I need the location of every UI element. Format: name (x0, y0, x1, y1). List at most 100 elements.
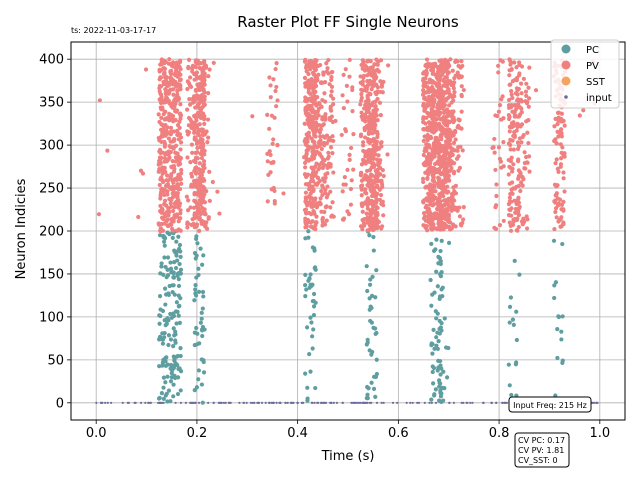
pv-spike (178, 77, 183, 82)
pv-spike (444, 84, 450, 89)
pv-spike (347, 152, 352, 157)
pc-spike (439, 391, 444, 396)
pc-spike (192, 388, 197, 393)
pv-spike (365, 206, 370, 211)
pv-spike (424, 184, 429, 189)
input-spike (100, 401, 103, 404)
pv-spike (105, 148, 110, 153)
pv-spike (455, 125, 460, 130)
input-spike (391, 401, 395, 404)
pv-spike (508, 137, 513, 142)
pv-spike (375, 174, 380, 179)
pv-spike (433, 189, 438, 194)
pv-spike (193, 150, 198, 155)
pv-spike (429, 94, 435, 99)
pv-spike (370, 72, 376, 77)
pv-spike (457, 214, 463, 219)
input-spike (242, 401, 245, 404)
pv-spike (165, 84, 170, 89)
pv-spike (215, 189, 220, 194)
pv-spike (524, 226, 530, 231)
pv-spike (281, 191, 286, 196)
pv-spike (193, 211, 198, 216)
pv-spike (350, 109, 355, 114)
pc-spike (200, 306, 205, 311)
pv-spike (359, 193, 364, 198)
y-tick-label: 200 (39, 225, 64, 240)
pv-spike (272, 198, 277, 204)
pv-spike (364, 107, 369, 113)
pv-spike (527, 169, 532, 174)
input-spike (191, 401, 194, 404)
input-spike (224, 401, 227, 404)
pv-spike (349, 178, 354, 183)
pv-spike (178, 211, 183, 216)
pv-spike (369, 198, 374, 204)
input-spike (471, 401, 474, 404)
pc-spike (438, 248, 443, 254)
pv-spike (165, 192, 170, 197)
pc-spike (313, 300, 318, 305)
pc-spike (176, 246, 182, 251)
pv-spike (507, 124, 513, 129)
pv-spike (364, 191, 369, 196)
pv-spike (421, 89, 426, 94)
pc-spike (434, 335, 439, 340)
pv-spike (524, 160, 530, 165)
pc-spike (560, 241, 565, 247)
input-spike (505, 401, 508, 404)
pc-spike (171, 394, 176, 399)
pc-spike (192, 251, 198, 256)
pv-spike (310, 99, 315, 104)
pv-spike (434, 117, 439, 122)
pc-spike (200, 262, 205, 267)
pv-spike (451, 140, 457, 145)
pc-spike (176, 234, 181, 239)
pv-spike (460, 63, 465, 69)
input-spike (228, 401, 231, 404)
pc-spike (310, 346, 315, 351)
pv-spike (509, 187, 514, 192)
pv-spike (306, 106, 312, 112)
pv-spike (310, 107, 315, 112)
pv-spike (268, 83, 273, 88)
pv-spike (328, 93, 334, 98)
pv-spike (490, 145, 495, 151)
pv-spike (561, 170, 566, 175)
pv-spike (168, 61, 173, 66)
pv-spike (311, 208, 316, 214)
pv-spike (325, 66, 330, 71)
pv-spike (194, 184, 199, 190)
pv-spike (378, 192, 384, 198)
pv-spike (156, 221, 161, 226)
pc-spike (439, 366, 444, 371)
pv-spike (345, 167, 350, 172)
pv-spike (455, 59, 460, 64)
pv-spike (461, 87, 466, 93)
pv-spike (453, 191, 459, 196)
pv-spike (188, 160, 193, 165)
pv-spike (197, 202, 203, 207)
pv-spike (306, 210, 312, 216)
pv-spike (184, 194, 189, 199)
input-spike (207, 401, 210, 404)
pc-spike (165, 315, 170, 321)
input-spike (147, 401, 150, 404)
pc-spike (165, 255, 171, 260)
pv-spike (176, 137, 181, 142)
pv-spike (518, 171, 523, 176)
pc-spike (311, 327, 316, 332)
pv-spike (329, 114, 334, 119)
pv-spike (558, 164, 563, 169)
pv-spike (157, 119, 162, 125)
pc-spike (437, 378, 442, 383)
pc-spike (163, 359, 168, 364)
pv-spike (371, 83, 377, 88)
pv-spike (365, 228, 370, 233)
pv-spike (309, 173, 314, 178)
pv-spike (322, 179, 327, 184)
pv-spike (343, 129, 349, 134)
pv-spike (508, 165, 513, 171)
pv-spike (447, 178, 452, 183)
axis-ticks: 0.0 0.2 0.4 0.6 0.8 1.0 0 50 100 150 200 250 300 350 4… (39, 53, 610, 441)
